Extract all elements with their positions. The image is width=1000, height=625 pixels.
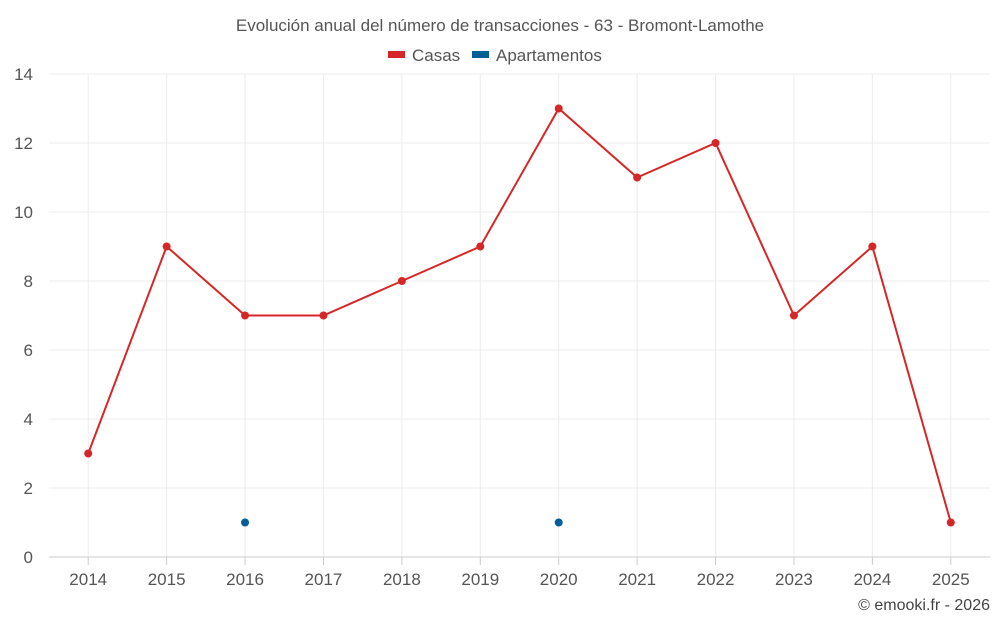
y-tick-label: 6 xyxy=(24,341,33,360)
credit-text: © emooki.fr - 2026 xyxy=(858,597,990,614)
data-point-casas-2017[interactable] xyxy=(319,311,328,320)
x-tick-label: 2014 xyxy=(69,570,107,589)
y-tick-label: 8 xyxy=(24,272,33,291)
data-point-casas-2016[interactable] xyxy=(241,311,250,320)
grid xyxy=(49,73,990,558)
data-point-casas-2019[interactable] xyxy=(476,242,485,251)
data-point-casas-2015[interactable] xyxy=(162,242,171,251)
data-point-apartamentos-2016[interactable] xyxy=(241,518,250,527)
legend-item-casas[interactable]: Casas xyxy=(388,46,460,65)
x-tick-label: 2025 xyxy=(932,570,970,589)
x-tick-label: 2018 xyxy=(383,570,421,589)
y-tick-label: 4 xyxy=(24,410,33,429)
y-tick-label: 0 xyxy=(24,548,33,567)
x-tick-label: 2017 xyxy=(305,570,343,589)
series-line-casas xyxy=(87,106,952,523)
data-point-casas-2022[interactable] xyxy=(711,139,720,147)
series xyxy=(84,104,955,527)
legend-label-casas: Casas xyxy=(412,46,460,65)
data-point-casas-2023[interactable] xyxy=(789,311,798,320)
x-tick-label: 2023 xyxy=(775,570,813,589)
y-tick-label: 14 xyxy=(14,65,33,84)
legend: Casas Apartamentos xyxy=(388,46,602,65)
x-tick-label: 2022 xyxy=(697,570,735,589)
data-point-casas-2014[interactable] xyxy=(84,449,93,458)
data-point-casas-2025[interactable] xyxy=(946,518,955,527)
data-point-casas-2020[interactable] xyxy=(554,104,563,113)
legend-label-apartamentos: Apartamentos xyxy=(496,46,602,65)
legend-swatch-apartamentos xyxy=(472,51,489,58)
legend-swatch-casas xyxy=(388,51,405,58)
x-tick-label: 2019 xyxy=(461,570,499,589)
axes: 0 2 4 6 8 10 12 14 2014 2015 2016 2017 2018 2019 2020 2… xyxy=(14,65,990,589)
data-point-casas-2021[interactable] xyxy=(633,173,642,182)
x-tick-label: 2020 xyxy=(540,570,578,589)
y-tick-label: 10 xyxy=(14,203,33,222)
legend-item-apartamentos[interactable]: Apartamentos xyxy=(472,46,602,65)
x-tick-label: 2016 xyxy=(226,570,264,589)
data-point-casas-2024[interactable] xyxy=(868,242,877,251)
data-point-apartamentos-2020[interactable] xyxy=(554,518,563,527)
chart-title: Evolución anual del número de transaccio… xyxy=(236,16,764,35)
x-tick-label: 2021 xyxy=(618,570,656,589)
x-tick-label: 2015 xyxy=(148,570,186,589)
data-point-casas-2018[interactable] xyxy=(397,277,406,285)
y-tick-label: 12 xyxy=(14,134,33,153)
x-tick-label: 2024 xyxy=(853,570,891,589)
y-tick-label: 2 xyxy=(24,479,33,498)
